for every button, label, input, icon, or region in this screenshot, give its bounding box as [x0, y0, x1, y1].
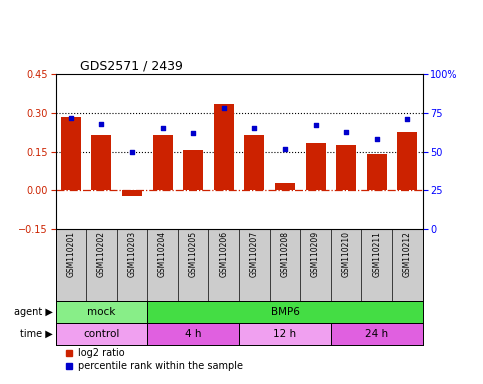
Bar: [239, 323, 331, 345]
Bar: [244, 135, 264, 190]
Bar: [122, 190, 142, 195]
Bar: [367, 154, 387, 190]
Bar: [398, 132, 417, 190]
Bar: [147, 301, 423, 323]
Point: [281, 146, 289, 152]
Text: GSM110208: GSM110208: [281, 231, 289, 277]
Legend: log2 ratio, percentile rank within the sample: log2 ratio, percentile rank within the s…: [60, 344, 247, 375]
Bar: [214, 104, 234, 190]
Text: 4 h: 4 h: [185, 329, 201, 339]
Bar: [56, 301, 147, 323]
Point: [98, 121, 105, 127]
Point: [159, 125, 167, 131]
Point: [342, 128, 350, 134]
Text: agent ▶: agent ▶: [14, 307, 53, 317]
Point: [189, 130, 197, 136]
Text: GDS2571 / 2439: GDS2571 / 2439: [80, 59, 183, 72]
Point: [220, 105, 227, 111]
Text: 24 h: 24 h: [365, 329, 388, 339]
Bar: [61, 117, 81, 190]
Text: control: control: [83, 329, 120, 339]
Text: 12 h: 12 h: [273, 329, 297, 339]
Text: GSM110210: GSM110210: [341, 231, 351, 277]
Bar: [147, 323, 239, 345]
Point: [403, 116, 411, 122]
Bar: [275, 183, 295, 190]
Bar: [183, 151, 203, 190]
Text: GSM110205: GSM110205: [189, 231, 198, 278]
Text: GSM110203: GSM110203: [128, 231, 137, 278]
Text: GSM110202: GSM110202: [97, 231, 106, 277]
Bar: [306, 142, 326, 190]
Text: GSM110204: GSM110204: [158, 231, 167, 278]
Text: GSM110211: GSM110211: [372, 231, 381, 277]
Text: GSM110201: GSM110201: [66, 231, 75, 277]
Point: [128, 149, 136, 155]
Text: GSM110209: GSM110209: [311, 231, 320, 278]
Bar: [331, 323, 423, 345]
Point: [251, 125, 258, 131]
Text: GSM110207: GSM110207: [250, 231, 259, 278]
Point: [67, 114, 75, 121]
Bar: [91, 135, 112, 190]
Bar: [153, 135, 172, 190]
Text: BMP6: BMP6: [270, 307, 299, 317]
Bar: [336, 145, 356, 190]
Text: GSM110212: GSM110212: [403, 231, 412, 277]
Text: mock: mock: [87, 307, 115, 317]
Point: [312, 122, 319, 128]
Point: [373, 136, 381, 142]
Bar: [56, 323, 147, 345]
Text: time ▶: time ▶: [20, 329, 53, 339]
Text: GSM110206: GSM110206: [219, 231, 228, 278]
